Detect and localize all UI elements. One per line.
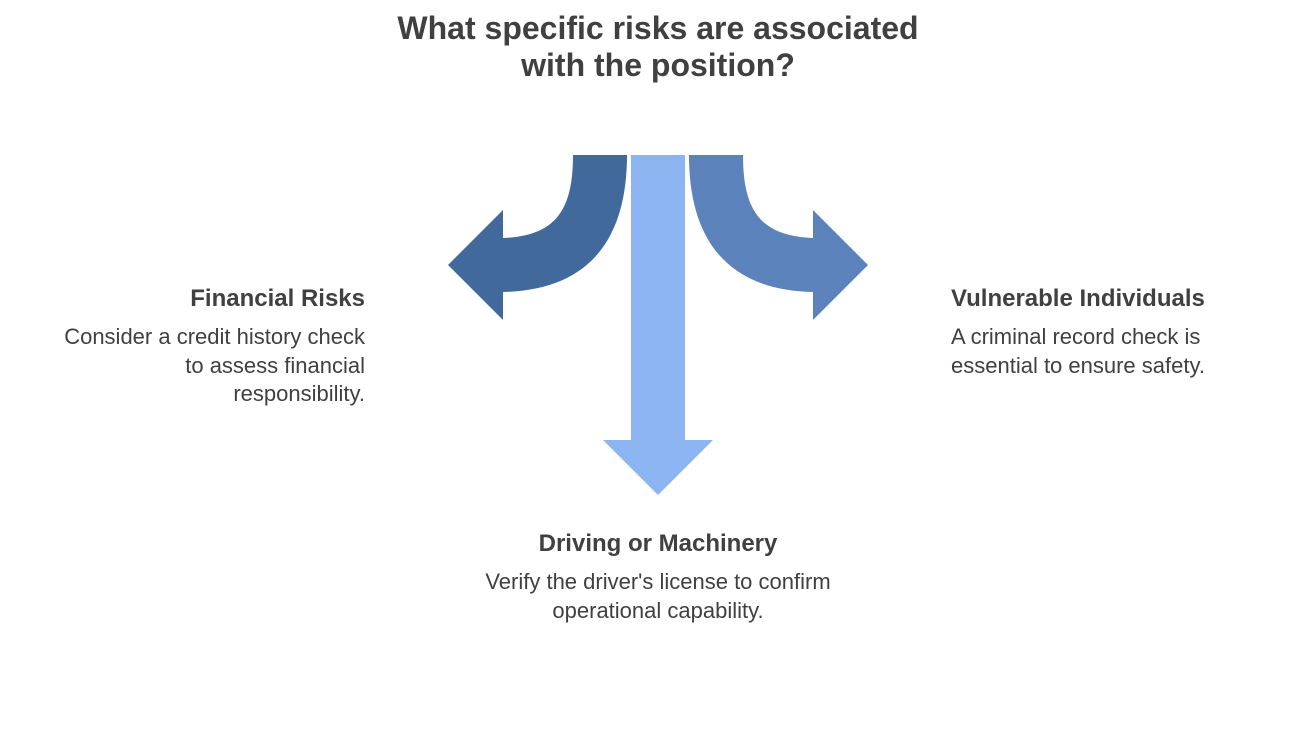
branch-right-desc: A criminal record check is essential to …	[951, 323, 1261, 380]
arrows-svg	[378, 155, 938, 495]
diagram-title: What specific risks are associated with …	[378, 10, 938, 84]
branch-bottom: Driving or Machinery Verify the driver's…	[478, 530, 838, 625]
right-arrow-icon	[689, 155, 868, 320]
title-text: What specific risks are associated with …	[397, 10, 918, 83]
arrows-container	[378, 155, 938, 485]
branch-bottom-title: Driving or Machinery	[478, 530, 838, 558]
branch-right-title: Vulnerable Individuals	[951, 285, 1261, 313]
branch-left-desc: Consider a credit history check to asses…	[55, 323, 365, 409]
branch-left: Financial Risks Consider a credit histor…	[55, 285, 365, 409]
branch-right: Vulnerable Individuals A criminal record…	[951, 285, 1261, 380]
left-arrow-icon	[448, 155, 627, 320]
branch-bottom-desc: Verify the driver's license to confirm o…	[478, 568, 838, 625]
branch-left-title: Financial Risks	[55, 285, 365, 313]
